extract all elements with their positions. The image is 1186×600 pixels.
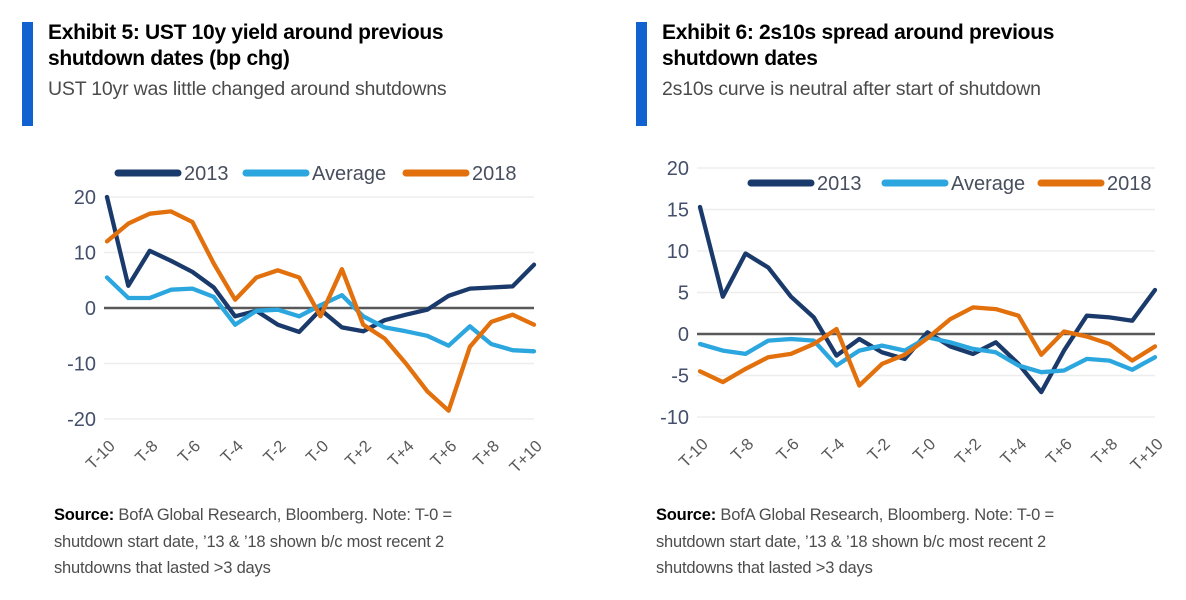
y-tick-label: 20: [74, 187, 96, 209]
x-tick-label: T-2: [864, 435, 894, 465]
legend-label-average: Average: [312, 163, 386, 185]
exhibit5-title: Exhibit 5: UST 10y yield around previous…: [48, 21, 444, 71]
exhibit6-panel: Exhibit 6: 2s10s spread around previous …: [636, 20, 1186, 582]
x-tick-label: T-10: [83, 437, 119, 473]
exhibit5-header: Exhibit 5: UST 10y yield around previous…: [22, 20, 586, 126]
y-tick-label: -20: [67, 409, 96, 431]
series-line-average: [104, 275, 537, 354]
y-tick-label: -10: [67, 354, 96, 376]
x-tick-label: T-6: [175, 437, 205, 467]
legend-label-2018: 2018: [472, 163, 517, 185]
x-tick-label: T-2: [260, 437, 290, 467]
x-tick-label: T+8: [1088, 435, 1121, 468]
exhibit5-subtitle: UST 10yr was little changed around shutd…: [48, 77, 447, 100]
ust-10y-yield-line-chart: 20 10 0 -10 -20 T-10 T-8 T-6 T-4 T-2 T-0 T+2 T+4 T+6 T…: [67, 163, 546, 477]
series-line-average: [697, 335, 1158, 375]
legend-label-2013: 2013: [184, 163, 229, 185]
source-text: BofA Global Research, Bloomberg. Note: T…: [54, 506, 452, 578]
x-tick-label: T+6: [427, 437, 460, 470]
exhibit6-title: Exhibit 6: 2s10s spread around previous …: [662, 21, 1055, 71]
y-tick-label: 15: [667, 200, 689, 222]
y-tick-label: 0: [678, 324, 689, 346]
y-tick-label: 10: [667, 241, 689, 263]
y-tick-label: -5: [671, 366, 689, 388]
exhibit6-subtitle: 2s10s curve is neutral after start of sh…: [662, 77, 1041, 100]
exhibit6-source-note: Source: BofA Global Research, Bloomberg.…: [656, 502, 1108, 582]
x-tick-label: T+6: [1043, 435, 1076, 468]
exhibit5-titles: Exhibit 5: UST 10y yield around previous…: [48, 20, 516, 101]
x-tick-label: T+2: [342, 437, 375, 470]
accent-bar: [22, 22, 33, 126]
exhibit6-titles: Exhibit 6: 2s10s spread around previous …: [662, 20, 1130, 101]
legend-label-2018: 2018: [1107, 173, 1152, 195]
series-line-2013: [697, 204, 1158, 395]
y-tick-label: -10: [660, 407, 689, 429]
legend-label-average: Average: [951, 173, 1025, 195]
x-tick-label: T-8: [132, 437, 162, 467]
2s10s-spread-line-chart: 20 15 10 5 0 -5 -10 T-10 T-8 T-6 T-4 T-2 T-0 T+2 T+4 T+…: [660, 158, 1165, 475]
x-tick-label: T+8: [470, 437, 503, 470]
x-tick-label: T+10: [506, 437, 546, 477]
x-tick-label: T-6: [773, 435, 803, 465]
series-line-2013: [104, 194, 537, 335]
x-tick-label: T-4: [819, 435, 849, 465]
source-label: Source:: [54, 506, 115, 524]
series-line-2018: [697, 305, 1158, 388]
accent-bar: [636, 22, 647, 126]
exhibit5-panel: Exhibit 5: UST 10y yield around previous…: [22, 20, 586, 582]
x-tick-label: T+4: [385, 437, 418, 470]
x-tick-label: T+4: [997, 435, 1030, 468]
y-tick-label: 10: [74, 243, 96, 265]
x-tick-label: T-4: [217, 437, 247, 467]
x-tick-label: T+2: [952, 435, 985, 468]
x-tick-label: T-8: [728, 435, 758, 465]
x-tick-label: T-10: [676, 435, 712, 471]
y-tick-label: 0: [85, 298, 96, 320]
exhibit6-header: Exhibit 6: 2s10s spread around previous …: [636, 20, 1186, 126]
y-tick-label: 5: [678, 283, 689, 305]
x-tick-label: T-0: [303, 437, 333, 467]
legend-label-2013: 2013: [817, 173, 862, 195]
x-tick-label: T-0: [910, 435, 940, 465]
source-text: BofA Global Research, Bloomberg. Note: T…: [656, 506, 1054, 578]
x-tick-label: T+10: [1127, 435, 1165, 475]
y-tick-label: 20: [667, 158, 689, 180]
series-line-2018: [104, 209, 537, 413]
source-label: Source:: [656, 506, 717, 524]
exhibit5-source-note: Source: BofA Global Research, Bloomberg.…: [54, 502, 506, 582]
